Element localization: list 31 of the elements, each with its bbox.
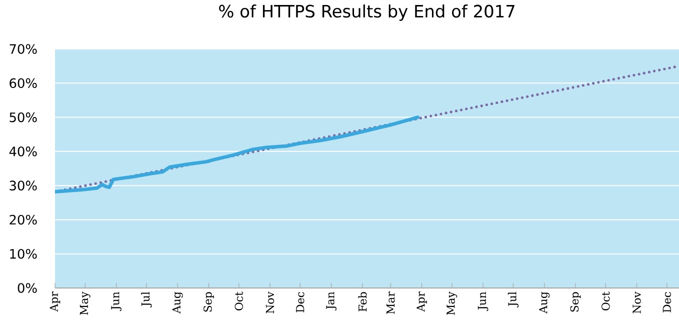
x-tick-label: Apr — [50, 292, 60, 312]
x-tick-label: Nov — [266, 292, 274, 314]
y-tick-label: 40% — [9, 146, 37, 156]
y-tick-label: 50% — [10, 112, 37, 122]
x-tick-label: Nov — [632, 292, 641, 314]
x-tick-label: Jan — [326, 292, 336, 310]
y-tick-label: 30% — [10, 180, 37, 190]
x-tick-label: Mar — [386, 292, 395, 314]
y-tick-label: 70% — [10, 44, 37, 54]
x-tick-label: Dec — [296, 292, 304, 312]
x-tick-label: Jun — [478, 292, 488, 311]
y-tick-label: 0% — [18, 283, 37, 293]
x-tick-label: Aug — [172, 292, 183, 314]
y-tick-label: 10% — [10, 248, 37, 259]
x-tick-label: Dec — [662, 292, 672, 312]
x-tick-label: Sep — [204, 292, 214, 312]
x-tick-label: Aug — [539, 292, 550, 314]
y-tick-label: 20% — [10, 214, 37, 225]
x-tick-label: Feb — [358, 292, 367, 312]
x-tick-label: Apr — [416, 292, 427, 312]
chart-title: % of HTTPS Results by End of 2017 — [219, 4, 514, 21]
y-tick-label: 60% — [10, 78, 37, 88]
x-tick-label: Sep — [570, 292, 581, 312]
x-tick-label: Jul — [141, 292, 152, 308]
x-tick-label: Oct — [602, 292, 610, 310]
x-tick-label: Oct — [234, 292, 244, 310]
line-series — [55, 116, 420, 194]
x-tick-label: Jul — [508, 292, 519, 308]
x-tick-label: May — [80, 292, 90, 315]
x-tick-label: Jun — [111, 292, 122, 311]
x-tick-label: May — [446, 292, 458, 315]
